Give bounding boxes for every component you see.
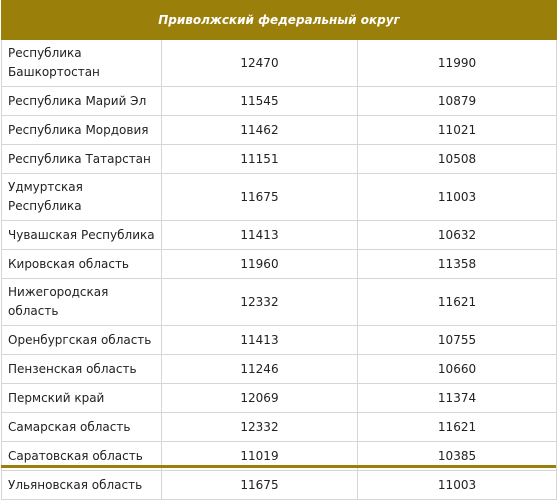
value-cell-2: 10632 [356, 220, 557, 250]
table-row: Пензенская область 11246 10660 [1, 354, 557, 384]
table-row: Республика Марий Эл 11545 10879 [1, 86, 557, 116]
table-row: Самарская область 12332 11621 [1, 412, 557, 442]
value-cell-2: 11621 [356, 412, 557, 442]
value-cell-2: 11621 [356, 278, 557, 326]
value-cell-1: 12332 [161, 278, 358, 326]
value-cell-2: 11021 [356, 115, 557, 145]
value-cell-2: 11374 [356, 383, 557, 413]
region-name-cell: Кировская область [1, 249, 162, 279]
table-row: Республика Башкортостан 12470 11990 [1, 39, 557, 87]
region-name-cell: Ульяновская область [1, 470, 162, 500]
value-cell-1: 11413 [161, 220, 358, 250]
region-name-cell: Республика Татарстан [1, 144, 162, 174]
header-row: Приволжский федеральный округ [0, 0, 557, 40]
value-cell-1: 12332 [161, 412, 358, 442]
region-name-cell: Республика Мордовия [1, 115, 162, 145]
table-body: Республика Башкортостан 12470 11990 Республ… [1, 39, 557, 500]
region-name-cell: Республика Башкортостан [1, 39, 162, 87]
value-cell-2: 10660 [356, 354, 557, 384]
table-row: Ульяновская область 11675 11003 [1, 470, 557, 500]
table-row: Республика Мордовия 11462 11021 [1, 115, 557, 145]
value-cell-2: 11358 [356, 249, 557, 279]
region-name-cell: Пермский край [1, 383, 162, 413]
region-name-cell: Республика Марий Эл [1, 86, 162, 116]
value-cell-2: 11003 [356, 173, 557, 221]
table-row: Удмуртская Республика 11675 11003 [1, 173, 557, 221]
region-name-cell: Оренбургская область [1, 325, 162, 355]
value-cell-2: 10755 [356, 325, 557, 355]
region-name-cell: Чувашская Республика [1, 220, 162, 250]
value-cell-2: 11003 [356, 470, 557, 500]
value-cell-1: 11545 [161, 86, 358, 116]
table-row: Кировская область 11960 11358 [1, 249, 557, 279]
table-row: Пермский край 12069 11374 [1, 383, 557, 413]
region-name-cell: Пензенская область [1, 354, 162, 384]
table-row: Нижегородская область 12332 11621 [1, 278, 557, 326]
value-cell-1: 12470 [161, 39, 358, 87]
region-name-cell: Удмуртская Республика [1, 173, 162, 221]
district-title: Приволжский федеральный округ [0, 0, 557, 40]
bottom-rule [1, 465, 556, 468]
region-name-cell: Самарская область [1, 412, 162, 442]
value-cell-2: 10508 [356, 144, 557, 174]
value-cell-1: 11151 [161, 144, 358, 174]
value-cell-1: 11960 [161, 249, 358, 279]
value-cell-1: 11675 [161, 470, 358, 500]
value-cell-1: 12069 [161, 383, 358, 413]
value-cell-1: 11675 [161, 173, 358, 221]
value-cell-1: 11462 [161, 115, 358, 145]
region-name-cell: Нижегородская область [1, 278, 162, 326]
value-cell-2: 11990 [356, 39, 557, 87]
value-cell-2: 10879 [356, 86, 557, 116]
value-cell-1: 11413 [161, 325, 358, 355]
table-row: Республика Татарстан 11151 10508 [1, 144, 557, 174]
table-header: Приволжский федеральный округ [0, 0, 557, 40]
value-cell-1: 11246 [161, 354, 358, 384]
table-row: Чувашская Республика 11413 10632 [1, 220, 557, 250]
table-row: Оренбургская область 11413 10755 [1, 325, 557, 355]
